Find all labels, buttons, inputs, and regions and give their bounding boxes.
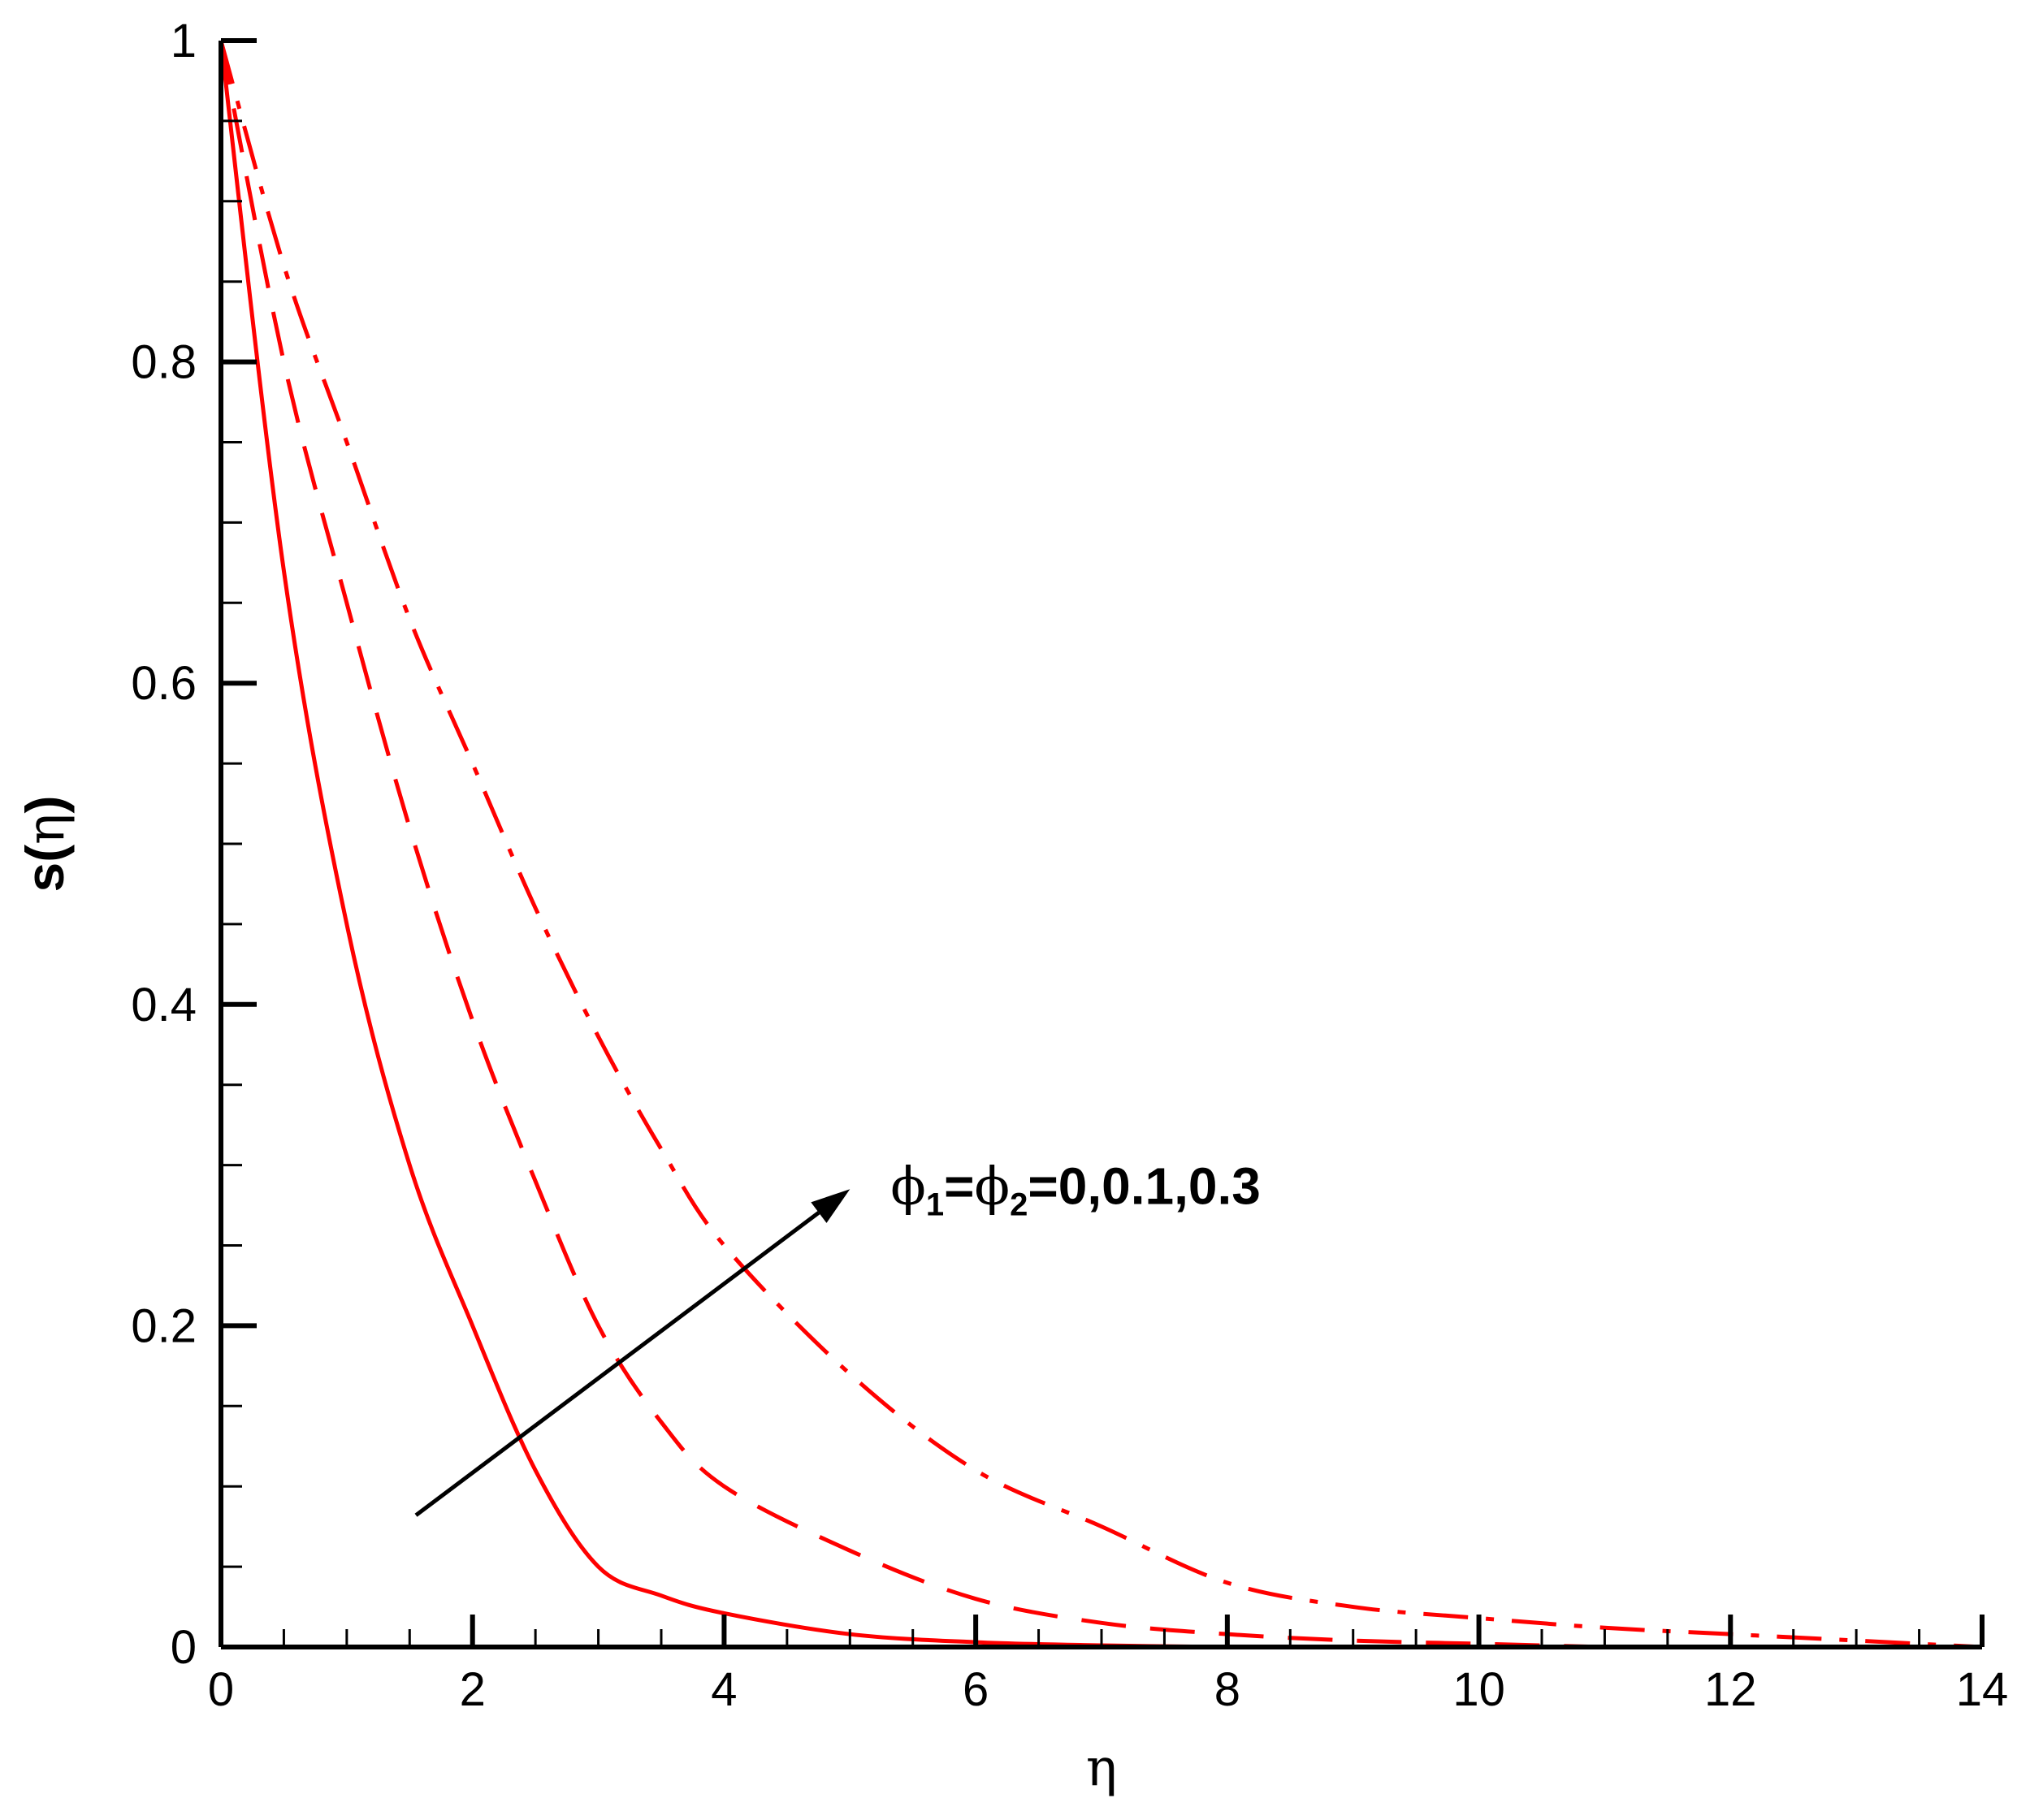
y-axis-title-letter: s — [15, 862, 75, 893]
series-line-dashed — [219, 40, 1605, 1649]
phi-subscript-2: 2 — [1010, 1187, 1028, 1222]
axes — [219, 41, 1982, 1649]
ticks — [219, 38, 1985, 1649]
x-tick-label: 12 — [1704, 1663, 1757, 1716]
y-axis-title-paren-open: ( — [15, 845, 75, 862]
annotation-label: ϕ1=ϕ2=0,0.1,0.3 — [890, 1156, 1261, 1222]
arrow-shaft — [414, 1211, 820, 1517]
y-tick-label: 1 — [171, 15, 197, 67]
x-tick-label: 4 — [711, 1663, 737, 1716]
y-tick-label: 0.2 — [131, 1299, 197, 1352]
series-line-solid — [219, 40, 1227, 1649]
x-tick-label: 8 — [1214, 1663, 1240, 1716]
series-layer — [219, 40, 1983, 1649]
y-tick-label: 0.4 — [131, 979, 197, 1031]
y-axis-title-symbol: η — [16, 813, 76, 844]
x-tick-label: 2 — [460, 1663, 486, 1716]
y-tick-label: 0.8 — [131, 336, 197, 389]
x-tick-label: 6 — [963, 1663, 989, 1716]
y-axis-title-paren-close: ) — [15, 795, 75, 813]
y-tick-label: 0 — [171, 1621, 197, 1674]
x-tick-label: 0 — [208, 1663, 234, 1716]
equals-sign: = — [944, 1156, 974, 1215]
series-line-dashdot — [219, 40, 1983, 1649]
y-tick-label: 0.6 — [131, 657, 197, 710]
phi-symbol-1: ϕ — [890, 1156, 926, 1217]
phi-symbol-2: ϕ — [975, 1156, 1011, 1217]
x-axis-title: η — [1086, 1738, 1117, 1798]
annotation-arrow — [414, 1189, 851, 1517]
annotation-values: =0,0.1,0.3 — [1028, 1156, 1260, 1215]
phi-subscript-1: 1 — [926, 1187, 944, 1222]
x-tick-label: 14 — [1956, 1663, 2009, 1716]
arrow-head — [811, 1189, 851, 1223]
x-tick-label: 10 — [1452, 1663, 1505, 1716]
y-axis-title: s(η) — [15, 795, 76, 892]
